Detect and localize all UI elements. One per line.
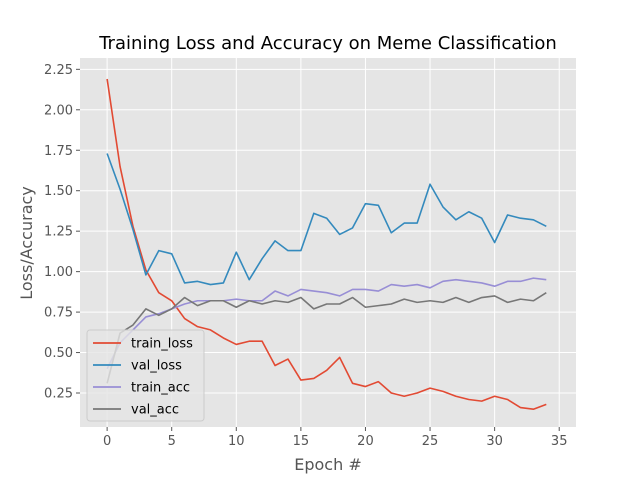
series-line-train-acc	[106, 277, 547, 370]
x-tick-label: 10	[228, 434, 245, 449]
legend-label-val-acc: val_acc	[131, 403, 179, 418]
chart-title: Training Loss and Accuracy on Meme Class…	[98, 33, 557, 54]
series-line-train-loss	[106, 78, 547, 411]
legend: train_loss val_loss train_acc val_acc	[86, 329, 205, 422]
y-tick-label: 1.00	[44, 265, 73, 280]
series-line-val-loss	[106, 153, 547, 286]
y-tick-label: 1.75	[44, 144, 73, 159]
y-tick-label: 2.00	[44, 103, 73, 118]
x-axis-ticks: 0 5 10 15 20 25 30 35	[103, 427, 567, 449]
y-tick-label: 1.50	[44, 184, 73, 199]
legend-label-train-loss: train_loss	[131, 337, 193, 352]
y-tick-label: 0.25	[44, 387, 73, 402]
y-axis-ticks: 0.25 0.50 0.75 1.00 1.25 1.50 1.75 2.00 2.25	[44, 63, 80, 402]
y-tick-label: 0.50	[44, 346, 73, 361]
legend-label-train-acc: train_acc	[131, 381, 190, 396]
legend-box	[86, 329, 205, 422]
y-axis-label: Loss/Accuracy	[17, 186, 36, 300]
legend-label-val-loss: val_loss	[131, 359, 182, 374]
x-tick-label: 25	[422, 434, 439, 449]
y-tick-label: 2.25	[44, 63, 73, 78]
series-line-val-acc	[106, 291, 547, 384]
x-tick-label: 0	[103, 434, 111, 449]
x-axis-label: Epoch #	[294, 455, 361, 474]
y-tick-label: 1.25	[44, 225, 73, 240]
x-tick-label: 35	[551, 434, 568, 449]
x-tick-label: 20	[357, 434, 374, 449]
x-tick-label: 30	[486, 434, 503, 449]
x-tick-label: 15	[293, 434, 310, 449]
x-tick-label: 5	[168, 434, 176, 449]
y-tick-label: 0.75	[44, 306, 73, 321]
series-layer	[106, 78, 547, 411]
